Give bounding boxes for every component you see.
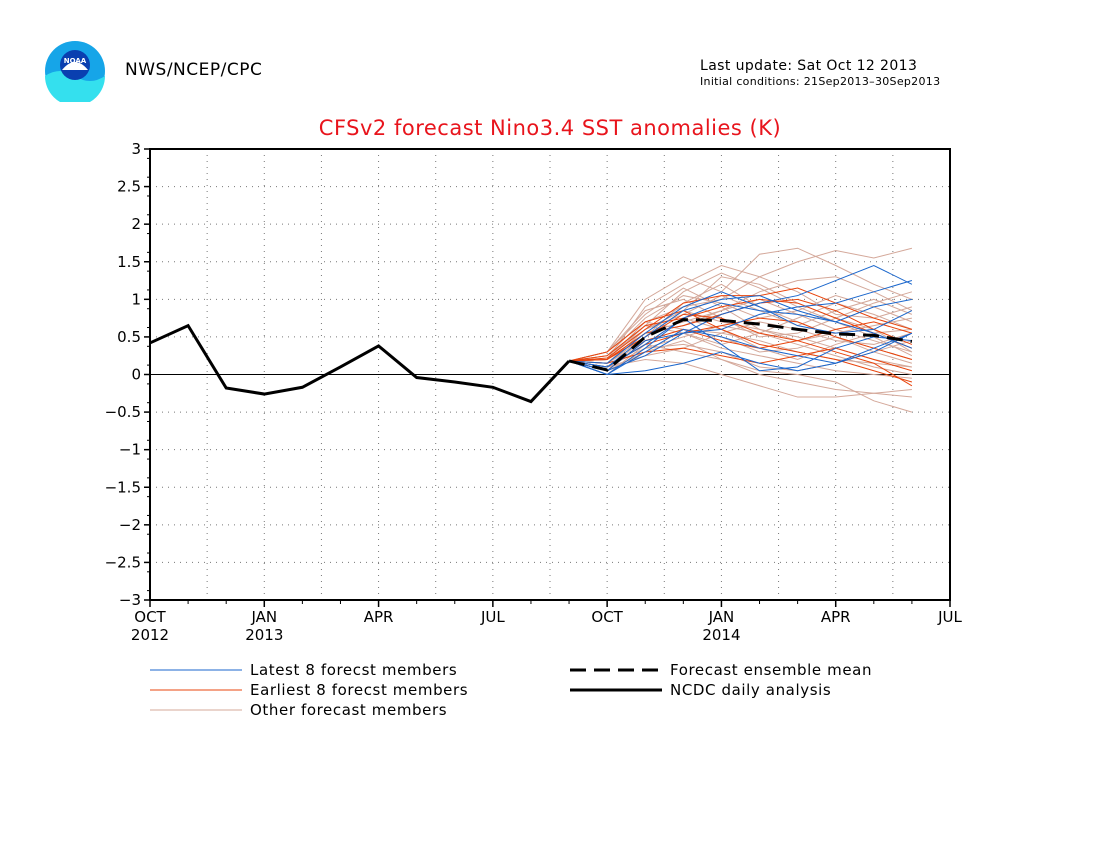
x-tick-label: JUL xyxy=(937,608,962,626)
earliest-member-line xyxy=(569,347,913,372)
chart-title: CFSv2 forecast Nino3.4 SST anomalies (K) xyxy=(319,116,781,140)
latest-member-line xyxy=(569,291,913,364)
latest-member-line xyxy=(568,295,913,368)
last-update-label: Last update: Sat Oct 12 2013 xyxy=(700,58,918,74)
y-tick-label: 0 xyxy=(131,366,141,384)
y-tick-label: −1.5 xyxy=(105,478,141,496)
latest-member-line xyxy=(568,280,913,372)
logo-bird xyxy=(62,62,88,70)
main-lines xyxy=(149,318,913,404)
y-tick-label: 1 xyxy=(131,290,141,308)
other-member-line xyxy=(568,340,912,398)
legend-label: NCDC daily analysis xyxy=(670,681,831,699)
y-tick-label: −2 xyxy=(119,516,141,534)
other-member-line xyxy=(568,247,913,362)
x-tick-label: OCT xyxy=(134,608,166,626)
x-tick-label: JUL xyxy=(480,608,505,626)
y-tick-label: 2 xyxy=(131,215,141,233)
y-tick-label: 0.5 xyxy=(117,328,141,346)
legend-label: Latest 8 forecst members xyxy=(250,661,457,679)
x-tick-label: OCT xyxy=(591,608,623,626)
legend-label: Other forecast members xyxy=(250,701,447,719)
y-tick-label: −0.5 xyxy=(105,403,141,421)
noaa-logo: NOAA xyxy=(45,41,105,102)
logo-text: NOAA xyxy=(64,57,87,65)
y-tick-label: 1.5 xyxy=(117,253,141,271)
logo-wave xyxy=(45,71,105,102)
grid xyxy=(150,149,950,600)
y-tick-label: 3 xyxy=(131,140,141,158)
other-member-line xyxy=(569,272,913,362)
ensemble-mean-line xyxy=(568,318,913,372)
earliest-member-line xyxy=(569,287,913,362)
latest-member-line xyxy=(568,328,913,376)
x-tick-label: JAN xyxy=(250,608,277,626)
x-tick-year: 2014 xyxy=(702,626,740,644)
x-tick-year: 2013 xyxy=(245,626,283,644)
initial-conditions-label: Initial conditions: 21Sep2013–30Sep2013 xyxy=(700,75,941,88)
member-lines xyxy=(568,247,913,413)
y-tick-label: −2.5 xyxy=(105,553,141,571)
earliest-member-line xyxy=(568,310,913,383)
latest-member-line xyxy=(568,317,912,376)
x-tick-label: APR xyxy=(364,608,394,626)
analysis-line xyxy=(149,323,571,404)
x-tick-year: 2012 xyxy=(131,626,169,644)
y-tick-label: 2.5 xyxy=(117,178,141,196)
legend-label: Forecast ensemble mean xyxy=(670,661,872,679)
x-tick-label: APR xyxy=(821,608,851,626)
y-tick-label: −3 xyxy=(119,591,141,609)
legend: Latest 8 forecst members Earliest 8 forec… xyxy=(150,661,872,719)
y-tick-label: −1 xyxy=(119,441,141,459)
agency-label: NWS/NCEP/CPC xyxy=(125,60,263,80)
y-axis-ticks: 3 2.5 2 1.5 1 0.5 0 −0.5 −1 −1.5 −2 −2.5 −3 xyxy=(105,140,150,609)
legend-label: Earliest 8 forecst members xyxy=(250,681,468,699)
x-tick-label: JAN xyxy=(708,608,735,626)
